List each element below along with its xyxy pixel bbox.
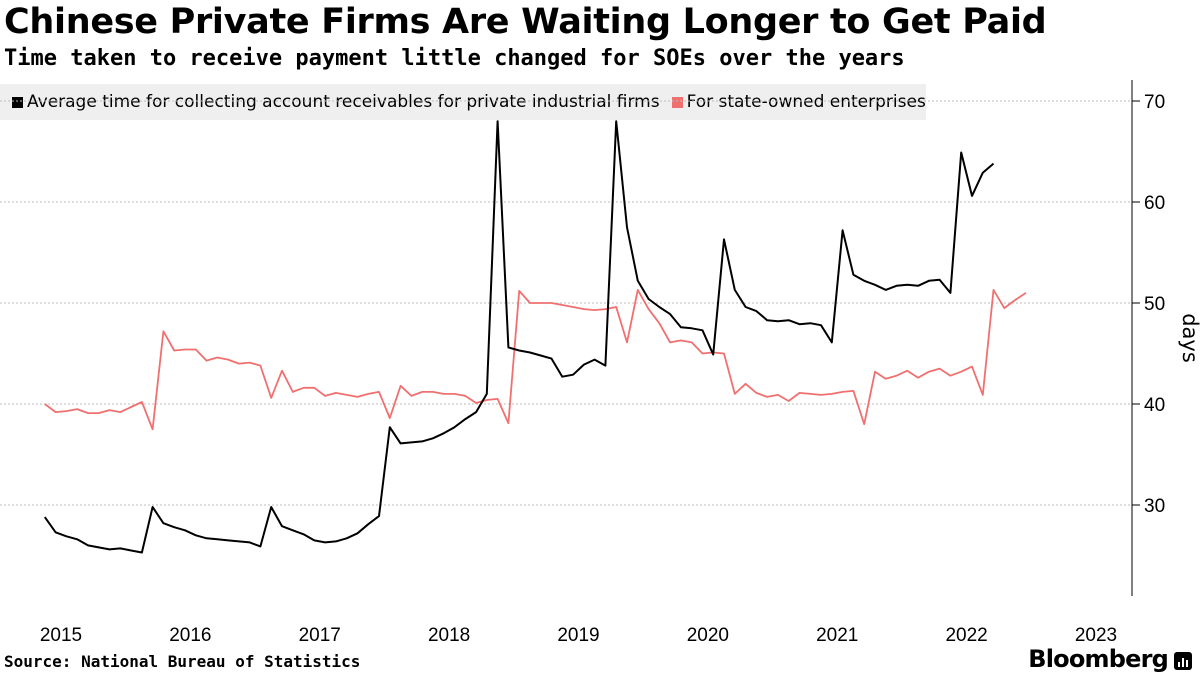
- series-line-soe: [44, 288, 1027, 431]
- x-tick-label-2016: 2016: [169, 625, 211, 646]
- x-tick-label-2018: 2018: [428, 625, 470, 646]
- bloomberg-logo: Bloomberg: [1028, 645, 1169, 673]
- x-axis: 2015 2016 2017 2018 2019 2020 2021 2022 2023: [40, 625, 1117, 646]
- legend-item-private: Average time for collecting account rece…: [12, 92, 660, 112]
- bloomberg-chart-icon: [1174, 652, 1192, 670]
- y-tick-label-40: 40: [1144, 395, 1165, 416]
- source-note: Source: National Bureau of Statistics: [4, 652, 361, 671]
- legend-label-soe: For state-owned enterprises: [686, 92, 926, 112]
- x-tick-label-2019: 2019: [557, 625, 599, 646]
- y-axis: 30 40 50 60 70: [1131, 80, 1165, 596]
- legend-swatch-private: [12, 96, 23, 108]
- x-tick-label-2022: 2022: [945, 625, 987, 646]
- y-tick-label-30: 30: [1144, 496, 1165, 517]
- legend-label-private: Average time for collecting account rece…: [27, 92, 660, 112]
- y-tick-label-50: 50: [1144, 294, 1165, 315]
- y-tick-label-60: 60: [1144, 193, 1165, 214]
- series-line-private: [43, 120, 995, 554]
- series-lines: [43, 120, 1027, 554]
- y-axis-label: days: [1178, 313, 1200, 363]
- x-tick-label-2023: 2023: [1075, 625, 1117, 646]
- x-tick-label-2017: 2017: [299, 625, 341, 646]
- x-tick-label-2015: 2015: [40, 625, 82, 646]
- legend-swatch-soe: [671, 96, 683, 108]
- legend-item-soe: For state-owned enterprises: [671, 92, 926, 112]
- x-tick-label-2021: 2021: [816, 625, 858, 646]
- x-tick-label-2020: 2020: [687, 625, 729, 646]
- y-tick-label-70: 70: [1144, 92, 1165, 113]
- chart-title: Chinese Private Firms Are Waiting Longer…: [4, 2, 1047, 42]
- gridlines: [0, 100, 1132, 506]
- chart-legend: Average time for collecting account rece…: [0, 84, 926, 120]
- chart-subtitle: Time taken to receive payment little cha…: [4, 46, 905, 71]
